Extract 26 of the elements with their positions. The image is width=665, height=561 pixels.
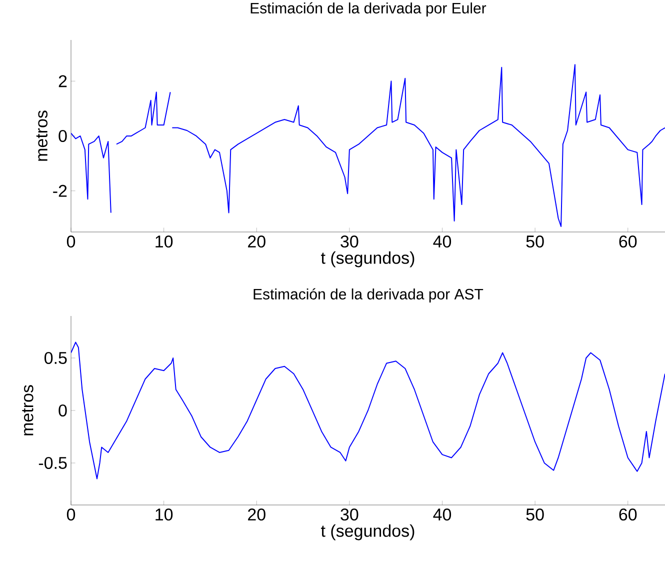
y-tick-label: 0.5 — [44, 352, 67, 364]
y-axis-title: metros — [36, 110, 48, 161]
x-tick-label: 40 — [433, 236, 452, 248]
x-tick-label: 20 — [248, 236, 266, 248]
y-tick-label: 2 — [58, 75, 67, 88]
chart-title: Estimación de la derivada por Euler — [250, 2, 486, 16]
y-tick-label: 0 — [58, 404, 67, 417]
x-tick-label: 50 — [526, 508, 544, 521]
x-tick-label: 20 — [248, 508, 266, 521]
y-tick-label: -2 — [53, 184, 67, 197]
x-tick-label: 10 — [156, 508, 173, 521]
x-tick-label: 0 — [66, 236, 76, 248]
x-tick-label: 50 — [526, 236, 544, 248]
y-tick-label: -0.5 — [38, 456, 67, 470]
y-axis-title: metros — [22, 385, 34, 436]
x-tick-label: 30 — [340, 508, 358, 521]
x-tick-label: 60 — [619, 236, 637, 248]
x-axis-title: t (segundos) — [321, 524, 414, 540]
x-tick-label: 30 — [340, 236, 358, 248]
x-tick-label: 60 — [619, 508, 637, 521]
chart-title: Estimación de la derivada por AST — [254, 288, 484, 302]
x-axis-title: t (segundos) — [321, 251, 414, 268]
x-tick-label: 0 — [66, 508, 76, 521]
y-tick-label: 0 — [58, 130, 67, 142]
x-tick-label: 10 — [156, 236, 173, 248]
x-tick-label: 40 — [433, 508, 452, 521]
